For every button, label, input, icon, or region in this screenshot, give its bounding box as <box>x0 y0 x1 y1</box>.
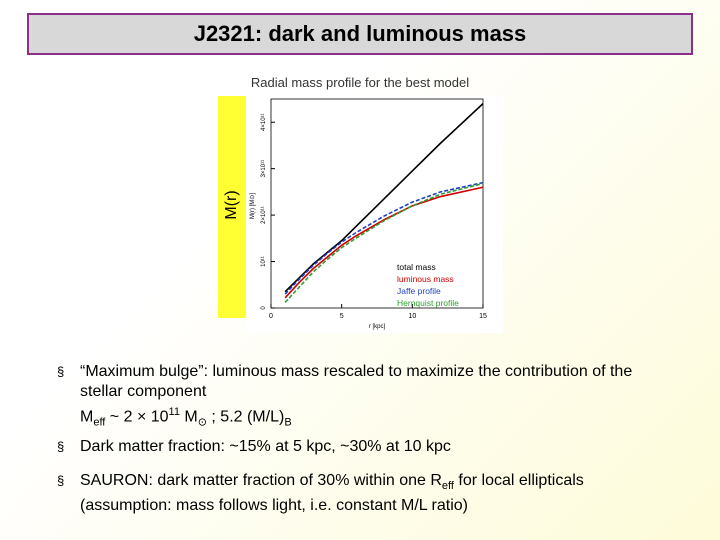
figure-caption: Radial mass profile for the best model <box>250 75 470 90</box>
y-axis-label: M(r) [M⊙] <box>250 193 256 219</box>
y-tick-label: 4×10¹¹ <box>261 113 267 131</box>
y-tick-label: 2×10¹¹ <box>261 206 267 224</box>
text: M <box>80 408 94 426</box>
bullet: § Dark matter fraction: ~15% at 5 kpc, ~… <box>57 437 677 457</box>
series-line <box>284 103 484 293</box>
bullet-text: SAURON: dark matter fraction of 30% with… <box>80 471 677 516</box>
side-label-box: M(r) <box>218 96 246 318</box>
text: ⊙ <box>197 416 207 429</box>
chart-bg <box>246 96 503 333</box>
bullet-marker: § <box>57 364 65 379</box>
slide-title: J2321: dark and luminous mass <box>27 13 693 55</box>
y-tick-label: 0 <box>261 306 267 310</box>
x-tick-label: 5 <box>340 313 344 320</box>
text: “Maximum bulge”: luminous mass rescaled … <box>80 363 633 400</box>
x-tick-label: 10 <box>408 313 416 320</box>
text: ~ 2 × 10 <box>105 408 169 426</box>
text: B <box>284 416 292 429</box>
text: for local ellipticals (assumption: mass … <box>80 472 584 515</box>
y-tick-label: 3×10¹¹ <box>261 160 267 178</box>
x-tick-label: 15 <box>479 313 487 320</box>
text: 11 <box>168 406 180 418</box>
bullet: § “Maximum bulge”: luminous mass rescale… <box>57 362 677 433</box>
legend-label: Jaffe profile <box>397 286 441 296</box>
text: eff <box>93 416 106 429</box>
bullet-text: Dark matter fraction: ~15% at 5 kpc, ~30… <box>80 437 677 457</box>
text: M <box>179 408 198 426</box>
bullet-marker: § <box>57 439 65 454</box>
bullet-marker: § <box>57 473 65 488</box>
y-tick-label: 10¹¹ <box>261 256 267 267</box>
series-line <box>284 181 484 295</box>
legend-label: luminous mass <box>397 274 454 284</box>
chart: 0 5 10 15 0 10¹¹ 2×10¹¹ 3×10¹¹ 4×10¹¹ r [kpc] M(r)… <box>246 96 503 333</box>
bullet: § SAURON: dark matter fraction of 30% wi… <box>57 471 677 516</box>
text: Dark matter fraction: ~15% at 5 kpc, ~30… <box>80 438 451 455</box>
text: SAURON: dark matter fraction of 30% with… <box>80 472 442 489</box>
plot-frame <box>270 98 484 309</box>
x-tick-label: 0 <box>269 313 273 320</box>
legend-label: total mass <box>397 262 436 272</box>
text: ; 5.2 (M/L) <box>206 408 285 426</box>
series-line <box>284 186 484 299</box>
x-axis-label: r [kpc] <box>369 324 386 330</box>
bullet-text: “Maximum bulge”: luminous mass rescaled … <box>80 362 677 433</box>
legend-label: Hernquist profile <box>397 298 459 308</box>
series-line <box>284 182 484 303</box>
side-label: M(r) <box>223 190 240 220</box>
text: eff <box>441 480 454 493</box>
